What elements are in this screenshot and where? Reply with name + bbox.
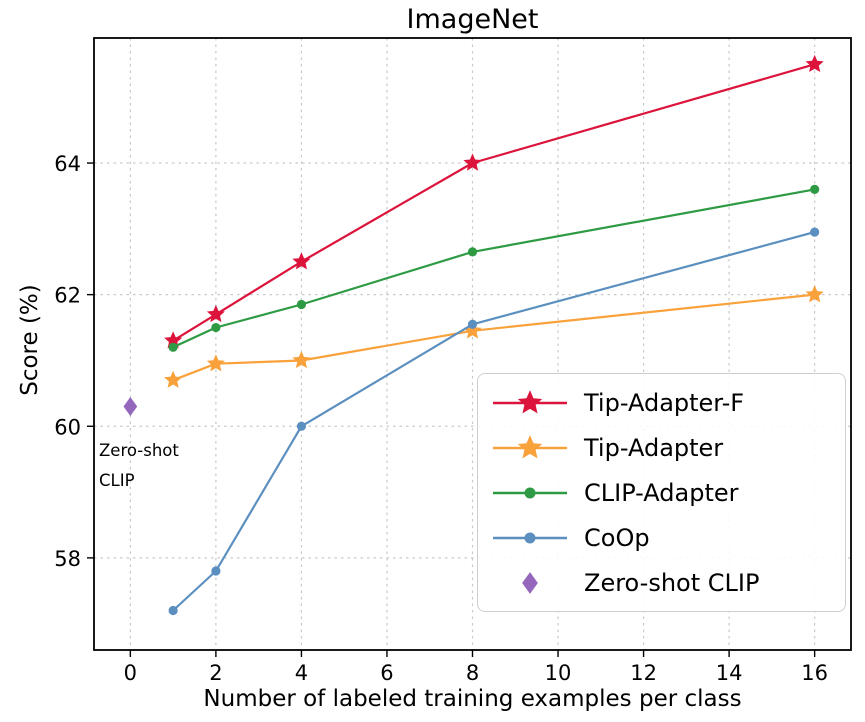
- x-axis-label: Number of labeled training examples per …: [203, 686, 742, 712]
- circle-marker: [524, 531, 536, 544]
- data-point-coop: [168, 605, 178, 616]
- legend-diamond-icon: [522, 571, 538, 594]
- legend-label: Zero-shot CLIP: [584, 568, 760, 597]
- data-point-tip-adapter-f: [292, 252, 311, 270]
- zero-shot-annotation: Zero-shot CLIP: [99, 436, 179, 496]
- legend-label: Tip-Adapter-F: [584, 388, 745, 417]
- x-tick-label: 10: [545, 661, 572, 685]
- data-point-coop: [211, 566, 221, 576]
- data-point-tip-adapter: [164, 370, 183, 388]
- axes-frame: [93, 37, 852, 651]
- star-marker: [517, 434, 543, 458]
- annotation-line-2: CLIP: [99, 471, 135, 490]
- data-point-tip-adapter: [805, 285, 824, 303]
- x-tick-label: 2: [209, 661, 222, 685]
- legend-item-zero-shot-clip: Zero-shot CLIP: [490, 566, 833, 600]
- x-tick-label: 16: [801, 661, 828, 685]
- data-point-tip-adapter: [463, 321, 482, 339]
- data-point-clip-adapter: [810, 184, 820, 194]
- legend-star-icon: [493, 389, 567, 413]
- data-point-clip-adapter: [211, 322, 221, 333]
- x-tick-label: 14: [716, 661, 743, 685]
- legend-star-icon: [493, 434, 567, 458]
- legend-item-coop: CoOp: [490, 521, 833, 555]
- y-tick-label: 58: [54, 547, 81, 571]
- series-line-tip-adapter: [172, 293, 815, 382]
- data-point-tip-adapter: [206, 354, 225, 372]
- data-point-coop: [810, 227, 820, 237]
- legend-circle-icon: [493, 486, 567, 499]
- legend-label: Tip-Adapter: [584, 433, 724, 462]
- data-point-tip-adapter-f: [463, 153, 482, 171]
- data-point-tip-adapter-f: [805, 54, 824, 73]
- data-point-tip-adapter-f: [206, 304, 225, 323]
- y-tick-label: 64: [54, 152, 81, 176]
- data-point-clip-adapter: [467, 247, 478, 257]
- data-point-coop: [296, 421, 307, 431]
- annotation-line-1: Zero-shot: [99, 441, 179, 460]
- circle-marker: [524, 486, 536, 499]
- data-point-zero-shot-clip: [123, 397, 138, 417]
- x-tick-label: 8: [466, 661, 479, 685]
- data-point-clip-adapter: [168, 342, 178, 352]
- x-tick-label: 4: [295, 661, 308, 685]
- y-tick-label: 62: [54, 284, 81, 308]
- star-marker: [517, 389, 543, 413]
- data-point-coop: [467, 319, 478, 329]
- legend: Tip-Adapter-F Tip-Adapter CLIP-Adapter CoOp…: [477, 373, 846, 612]
- data-point-clip-adapter: [296, 299, 307, 310]
- y-axis-label: Score (%): [17, 284, 43, 396]
- legend-label: CLIP-Adapter: [584, 478, 739, 507]
- chart-title: ImageNet: [406, 4, 539, 35]
- x-tick-label: 6: [380, 661, 393, 685]
- diamond-marker: [522, 571, 538, 594]
- legend-label: CoOp: [584, 523, 650, 552]
- data-point-tip-adapter: [292, 350, 311, 369]
- series-line-tip-adapter-f: [172, 63, 815, 342]
- legend-item-clip-adapter: CLIP-Adapter: [490, 476, 833, 510]
- x-tick-label: 12: [630, 661, 657, 685]
- y-tick-label: 60: [54, 415, 81, 439]
- x-tick-label: 0: [124, 661, 137, 685]
- legend-circle-icon: [493, 531, 567, 544]
- legend-item-tip-adapter: Tip-Adapter: [490, 431, 833, 465]
- legend-item-tip-adapter-f: Tip-Adapter-F: [490, 386, 833, 420]
- series-line-clip-adapter: [172, 188, 815, 349]
